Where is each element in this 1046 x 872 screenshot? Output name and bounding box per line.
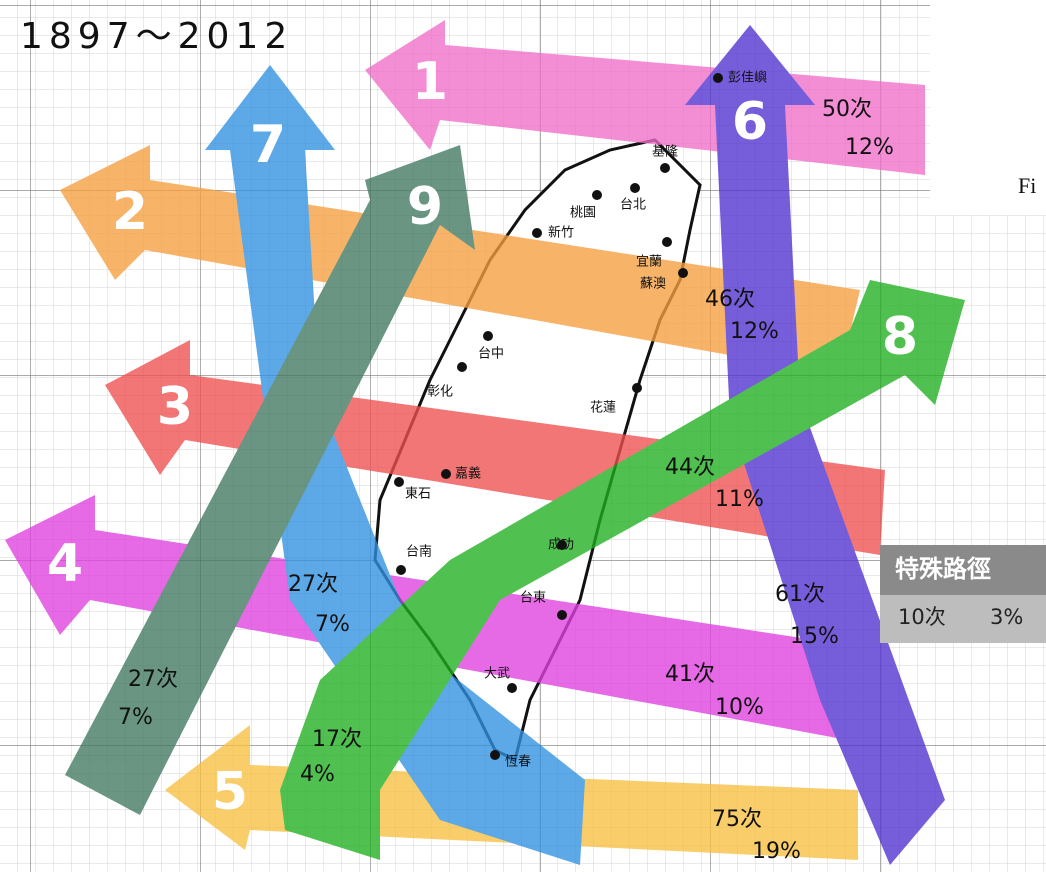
city-name: 台東 — [520, 590, 546, 606]
routes — [5, 20, 965, 865]
route-number: 1 — [412, 52, 448, 112]
route-number: 2 — [112, 182, 148, 242]
route-count: 46次 — [705, 287, 755, 312]
special-stat-bg — [880, 595, 1046, 643]
city-name: 花蓮 — [590, 400, 616, 416]
city-dot — [632, 383, 642, 393]
special-label-bg — [880, 545, 1046, 595]
route-number: 6 — [732, 92, 768, 152]
route-number: 9 — [407, 177, 443, 237]
route-count: 75次 — [712, 807, 762, 832]
blank-area — [930, 0, 1046, 215]
special-count: 10次 — [898, 605, 946, 629]
city-dot — [678, 268, 688, 278]
city-name: 台南 — [406, 544, 432, 560]
route-number: 7 — [250, 115, 286, 175]
route-percent: 19% — [752, 839, 801, 864]
route-count: 27次 — [128, 667, 178, 692]
route-number: 3 — [157, 377, 193, 437]
route-percent: 11% — [715, 487, 764, 512]
route-number: 5 — [212, 762, 248, 822]
city-name: 台中 — [478, 347, 504, 362]
route-count: 61次 — [775, 582, 825, 607]
city-dot — [457, 362, 467, 372]
city-dot — [507, 683, 517, 693]
city-name: 東石 — [405, 486, 431, 502]
city-dot — [557, 610, 567, 620]
route-percent: 7% — [118, 705, 153, 730]
route-percent: 7% — [315, 612, 350, 637]
route-arrow-7 — [205, 65, 585, 865]
route-percent: 10% — [715, 695, 764, 720]
special-percent: 3% — [990, 605, 1023, 629]
city-name: 彰化 — [427, 384, 453, 400]
city-dot — [630, 183, 640, 193]
route-count: 41次 — [665, 662, 715, 687]
city-dot — [394, 477, 404, 487]
city-dot — [660, 163, 670, 173]
city-dot — [532, 228, 542, 238]
route-percent: 15% — [790, 624, 839, 649]
city-dot — [490, 750, 500, 760]
city-dot — [713, 73, 723, 83]
city-dot — [662, 237, 672, 247]
city-name: 嘉義 — [455, 466, 481, 482]
route-number: 4 — [47, 534, 83, 594]
city-name: 恆春 — [505, 755, 531, 770]
city-name: 新竹 — [548, 225, 574, 241]
city-name: 桃園 — [570, 206, 596, 221]
city-name: 成功 — [548, 538, 574, 553]
city-dot — [557, 540, 567, 550]
city-name: 大武 — [484, 667, 510, 682]
city-dot — [396, 565, 406, 575]
route-percent: 4% — [300, 762, 335, 787]
city-dot — [592, 190, 602, 200]
title: 1897～2012 — [20, 16, 293, 57]
city-name: 彭佳嶼 — [728, 71, 767, 86]
route-count: 50次 — [822, 97, 872, 122]
city-dot — [441, 469, 451, 479]
city-name: 蘇澳 — [640, 276, 666, 292]
route-count: 27次 — [288, 572, 338, 597]
route-count: 44次 — [665, 455, 715, 480]
special-label: 特殊路徑 — [895, 555, 991, 583]
route-percent: 12% — [845, 135, 894, 160]
route-number: 8 — [882, 307, 918, 367]
route-arrow-6 — [685, 25, 945, 865]
city-name: 宜蘭 — [636, 254, 662, 270]
route-arrow-9 — [65, 145, 475, 815]
caption-fragment: Fi — [1018, 173, 1036, 198]
route-count: 17次 — [312, 727, 362, 752]
city-dot — [483, 331, 493, 341]
city-name: 基隆 — [652, 145, 678, 160]
route-percent: 12% — [730, 319, 779, 344]
route-arrow-8 — [280, 280, 965, 860]
city-name: 台北 — [620, 198, 646, 213]
